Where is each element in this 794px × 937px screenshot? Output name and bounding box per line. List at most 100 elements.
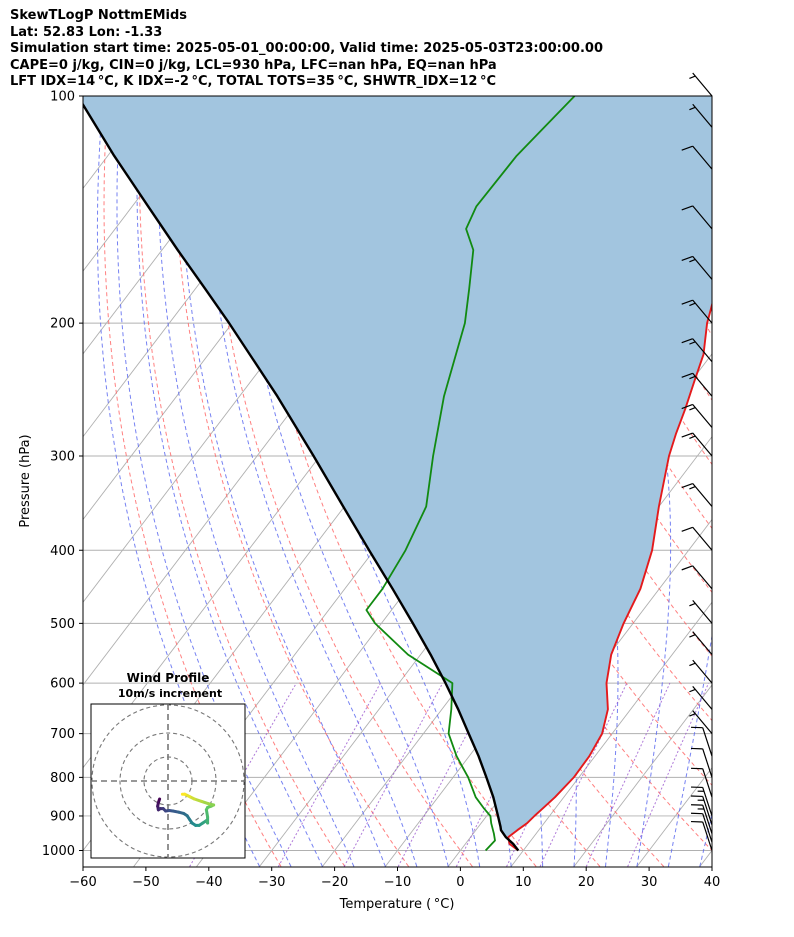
dewpoint-line (365, 96, 576, 852)
dry-adiabat-line (335, 96, 712, 852)
wind-barb-staff (692, 404, 713, 428)
wind-barb-staff (692, 483, 713, 507)
wind-barb-staff (692, 526, 713, 551)
wind-barb-flag (681, 205, 693, 211)
chart-title-block: SkewTLogP NottmEMids Lat: 52.83 Lon: -1.… (10, 8, 790, 91)
wind-barb-staff (692, 72, 713, 97)
temperature-line (507, 301, 712, 852)
wind-barb (689, 103, 713, 128)
mixing-ratio-line (627, 682, 710, 867)
wind-barb (689, 710, 713, 735)
wind-barb-half-flag (689, 375, 696, 380)
y-tick-label: 500 (50, 617, 75, 632)
wind-barb-flag (681, 482, 693, 489)
wind-barb (689, 600, 713, 624)
parcel-profile-line (83, 102, 520, 852)
wind-barb-flag (681, 432, 693, 438)
location-line: Lat: 52.83 Lon: -1.33 (10, 24, 163, 40)
wind-barb-flag (681, 299, 693, 305)
wind-barb-half-flag (689, 662, 696, 667)
wind-barb-staff (692, 372, 713, 397)
x-tick-label: 10 (515, 875, 532, 890)
x-tick-label: −30 (258, 875, 285, 890)
dry-adiabat-line (103, 96, 282, 867)
wind-barb-flag (681, 255, 693, 261)
wind-barb-staff (692, 631, 713, 655)
wind-barb-staff (702, 787, 713, 817)
moist-adiabat-line (116, 96, 292, 867)
wind-barb-half-flag (689, 106, 696, 111)
moist-adiabat-line (228, 96, 449, 867)
wind-barb-half-flag (689, 634, 696, 638)
wind-barb-staff (692, 710, 713, 735)
dry-adiabat-line (760, 96, 794, 867)
wind-barb-flag (681, 403, 693, 410)
x-tick-label: −60 (69, 875, 96, 890)
wind-barb-staff (692, 256, 713, 280)
wind-barb (681, 205, 713, 230)
moist-adiabat-line (178, 96, 386, 867)
mixing-ratio-line (539, 682, 628, 867)
wind-barb-half-flag (689, 302, 696, 307)
wind-barb (691, 820, 713, 851)
wind-barb (691, 786, 713, 817)
y-tick-label: 100 (50, 90, 75, 105)
mixing-ratio-line (397, 682, 494, 867)
x-tick-label: −10 (384, 875, 411, 890)
wind-barb (689, 631, 713, 655)
cape-line: CAPE=0 j/kg, CIN=0 j/kg, LCL=930 hPa, LF… (10, 57, 497, 73)
wind-barb-staff (692, 205, 713, 230)
wind-barb-flag (681, 372, 693, 378)
wind-barb-staff (702, 804, 713, 834)
wind-barb-half-flag (689, 75, 696, 79)
isotherm-line (83, 96, 217, 272)
wind-barb-staff (702, 821, 713, 851)
wind-barb-half-flag (689, 341, 696, 345)
time-line: Simulation start time: 2025-05-01_00:00:… (10, 41, 603, 56)
moist-adiabat-line (699, 811, 712, 867)
wind-barb (681, 338, 713, 363)
wind-barb-staff (692, 685, 713, 710)
hodograph-subtitle: 10m/s increment (118, 687, 222, 700)
y-tick-label: 400 (50, 544, 75, 559)
wind-barb-staff (702, 768, 713, 798)
wind-barb (681, 403, 713, 428)
moist-adiabat-line (157, 96, 355, 867)
x-tick-label: −20 (321, 875, 348, 890)
wind-barb-staff (702, 796, 713, 826)
wind-barb-flag (681, 145, 693, 151)
wind-barb-staff (702, 727, 713, 757)
wind-barb-staff (692, 600, 713, 624)
wind-barb (681, 299, 713, 324)
y-tick-label: 300 (50, 449, 75, 464)
moist-adiabat-line (202, 96, 418, 867)
dry-adiabat-line (205, 96, 473, 867)
wind-barb-staff (702, 748, 713, 778)
isotherm-line (83, 96, 91, 107)
x-tick-label: 40 (704, 875, 721, 890)
wind-barb-staff (692, 659, 713, 684)
wind-barb-staff (692, 299, 713, 324)
hodograph-plot (91, 704, 245, 858)
wind-barb-flag (681, 526, 693, 532)
wind-barb-staff (692, 432, 713, 457)
chart-title: SkewTLogP NottmEMids (10, 8, 188, 23)
wind-barb-flag (681, 565, 693, 571)
isotherm-line (510, 601, 712, 867)
wind-barb (691, 804, 713, 834)
wind-barb (691, 795, 713, 826)
wind-barb-half-flag (689, 258, 696, 263)
wind-barb (691, 767, 713, 798)
x-tick-label: −50 (132, 875, 159, 890)
wind-barb (691, 812, 713, 843)
wind-barb-staff (692, 565, 713, 590)
wind-barb (681, 145, 713, 170)
mixing-ratio-line (343, 682, 444, 867)
indices-line: LFT IDX=14 °C, K IDX=-2 °C, TOTAL TOTS=3… (10, 74, 497, 89)
y-tick-label: 700 (50, 727, 75, 742)
isotherm-line (699, 849, 712, 867)
y-tick-label: 900 (50, 809, 75, 824)
wind-barb-half-flag (689, 602, 696, 607)
wind-barb (681, 372, 713, 397)
